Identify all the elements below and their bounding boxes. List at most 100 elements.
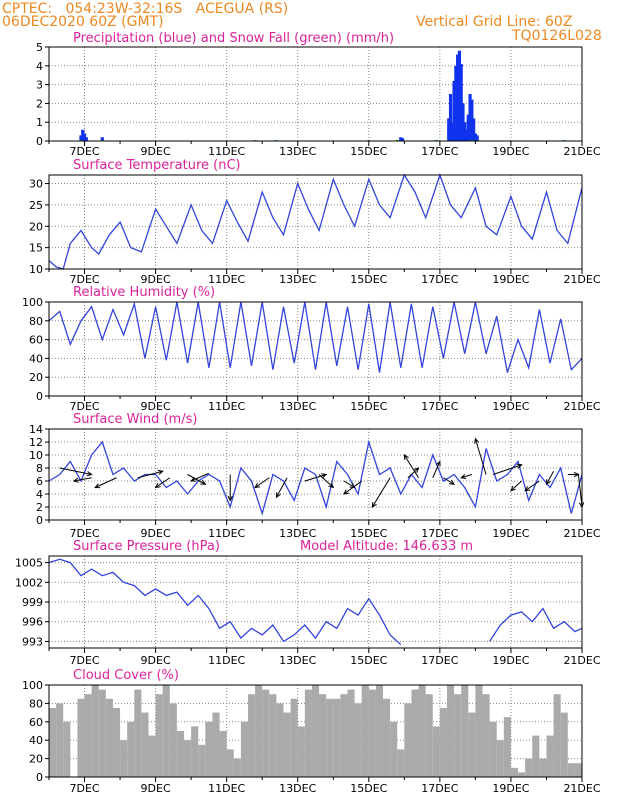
y-tick-label: 100 <box>22 296 43 309</box>
x-tick-label: 15DEC <box>350 273 387 286</box>
y-tick-label: 0 <box>36 514 43 527</box>
panel-title: Surface Temperature (nC) <box>73 158 241 173</box>
wind-arrowhead <box>545 479 551 486</box>
cloud-bar <box>91 685 99 777</box>
panel-frame <box>48 684 583 778</box>
cloud-bar <box>49 708 57 777</box>
wind-arrow <box>343 480 355 488</box>
cloud-bar <box>432 726 440 777</box>
cloud-bar <box>425 694 433 777</box>
panel-5: Surface Pressure (hPa) Model Altitude: 14… <box>15 539 601 667</box>
y-tick-label: 4 <box>36 488 43 501</box>
y-tick-label: 20 <box>29 371 43 384</box>
x-tick-label: 19DEC <box>492 527 529 540</box>
wind-arrowhead <box>449 479 456 485</box>
cloud-bar <box>169 703 177 777</box>
wind-arrowhead <box>328 482 335 489</box>
cloud-bar <box>304 689 312 777</box>
x-tick-label: 19DEC <box>492 782 529 795</box>
x-tick-label: 17DEC <box>421 145 458 158</box>
cloud-bar <box>290 698 298 777</box>
cloud-bar <box>255 685 263 777</box>
panel-frame <box>48 301 583 397</box>
cloud-bar <box>532 735 540 777</box>
cloud-bar <box>191 726 199 777</box>
wind-arrow <box>524 480 540 492</box>
wind-arrow <box>577 474 583 508</box>
wind-arrow <box>254 477 270 488</box>
cloud-bar <box>461 685 469 777</box>
cloud-bar <box>574 763 582 777</box>
y-tick-label: 8 <box>36 462 43 475</box>
y-tick-label: 80 <box>29 315 43 328</box>
y-tick-label: 0 <box>36 390 43 403</box>
cloud-bar <box>361 685 369 777</box>
cloud-bar <box>340 694 348 777</box>
cloud-bar <box>454 694 462 777</box>
x-tick-label: 19DEC <box>492 273 529 286</box>
y-tick-label: 0 <box>36 771 43 784</box>
cloud-bar <box>489 721 497 777</box>
cloud-bar <box>446 685 455 777</box>
cloud-bar <box>503 717 511 777</box>
x-tick-label: 7DEC <box>69 527 99 540</box>
x-tick-label: 15DEC <box>350 527 387 540</box>
y-tick-label: 1002 <box>15 576 43 589</box>
cloud-bar <box>468 712 476 777</box>
precip-bar <box>472 118 476 141</box>
y-tick-label: 2 <box>36 501 43 514</box>
wind-arrowhead <box>86 471 93 477</box>
precip-bar <box>400 138 405 141</box>
cloud-bar <box>525 758 533 777</box>
y-tick-label: 5 <box>36 41 43 54</box>
cloud-bar <box>134 689 142 777</box>
x-tick-label: 11DEC <box>208 654 245 667</box>
cloud-bar <box>155 694 163 777</box>
x-tick-label: 15DEC <box>350 145 387 158</box>
wind-arrow <box>59 467 92 475</box>
panel-title: Precipitation (blue) and Snow Fall (gree… <box>73 31 394 46</box>
x-tick-label: 21DEC <box>563 782 600 795</box>
cloud-bar <box>553 694 561 777</box>
x-tick-label: 21DEC <box>563 273 600 286</box>
y-tick-label: 14 <box>29 423 43 436</box>
x-tick-label: 11DEC <box>208 400 245 413</box>
wind-arrowhead <box>157 469 164 475</box>
x-tick-label: 13DEC <box>279 273 316 286</box>
cloud-bar <box>269 694 277 777</box>
y-tick-label: 25 <box>29 199 43 212</box>
cloud-bar <box>319 694 327 777</box>
y-tick-label: 999 <box>22 596 43 609</box>
x-tick-label: 21DEC <box>563 400 600 413</box>
wind-arrow <box>304 474 327 482</box>
wind-arrowhead <box>254 482 261 489</box>
cloud-bar <box>567 763 575 777</box>
wind-arrowhead <box>413 467 420 473</box>
x-tick-label: 17DEC <box>421 654 458 667</box>
y-tick-label: 60 <box>29 716 43 729</box>
precip-bar <box>468 94 472 141</box>
precip-bar <box>84 137 88 141</box>
precip-bar <box>461 103 465 141</box>
wind-arrowhead <box>371 501 377 508</box>
series-line-1 <box>48 439 583 516</box>
cloud-bar <box>56 703 64 777</box>
x-tick-label: 7DEC <box>69 273 99 286</box>
y-tick-label: 993 <box>22 635 43 648</box>
x-tick-label: 9DEC <box>141 273 171 286</box>
wind-arrow <box>94 477 117 488</box>
cloud-bar <box>390 721 398 777</box>
cloud-bar <box>297 726 305 777</box>
cloud-bar <box>120 740 128 777</box>
cloud-bar <box>176 731 185 777</box>
cloud-bar <box>148 735 156 777</box>
x-tick-label: 9DEC <box>141 527 171 540</box>
x-tick-label: 19DEC <box>492 145 529 158</box>
cloud-bar <box>510 767 519 777</box>
cloud-bar <box>212 712 220 777</box>
wind-arrow <box>443 477 455 485</box>
wind-arrow <box>432 461 441 478</box>
cloud-bar <box>354 703 362 777</box>
y-tick-label: 2 <box>36 97 43 110</box>
header-grid-note: Vertical Grid Line: 60Z <box>416 14 573 30</box>
